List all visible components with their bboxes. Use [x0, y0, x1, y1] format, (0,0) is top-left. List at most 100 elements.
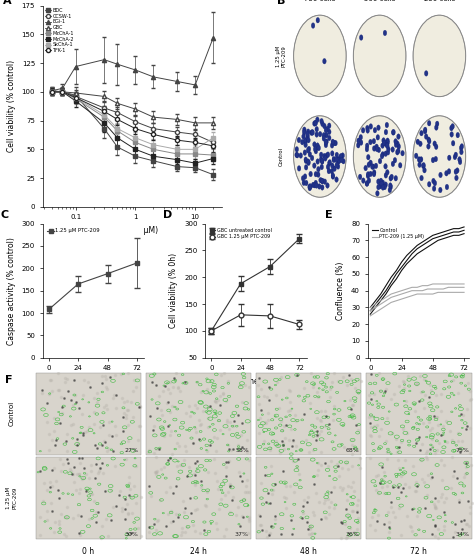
Ellipse shape [381, 143, 384, 148]
Ellipse shape [331, 174, 335, 179]
Ellipse shape [372, 164, 375, 169]
Ellipse shape [335, 152, 338, 158]
Ellipse shape [381, 180, 384, 186]
Ellipse shape [320, 159, 324, 164]
Y-axis label: Cell viability (% 0h): Cell viability (% 0h) [170, 253, 179, 328]
Ellipse shape [328, 160, 331, 166]
Ellipse shape [306, 148, 310, 153]
Ellipse shape [414, 153, 418, 159]
Ellipse shape [456, 132, 459, 138]
Ellipse shape [450, 125, 453, 131]
Ellipse shape [423, 168, 426, 173]
Ellipse shape [397, 144, 401, 149]
Ellipse shape [365, 181, 369, 186]
Ellipse shape [330, 168, 334, 174]
Legend: GBC untreated control, GBC 1.25 μM PTC-209: GBC untreated control, GBC 1.25 μM PTC-2… [208, 226, 273, 241]
Text: 34%: 34% [455, 532, 469, 537]
Text: 37%: 37% [235, 532, 249, 537]
Ellipse shape [377, 147, 381, 153]
Ellipse shape [372, 139, 376, 144]
Ellipse shape [378, 158, 382, 164]
Ellipse shape [394, 142, 398, 148]
Ellipse shape [424, 70, 428, 76]
Ellipse shape [310, 130, 314, 135]
Ellipse shape [306, 131, 309, 136]
Ellipse shape [392, 129, 395, 135]
Ellipse shape [445, 170, 448, 176]
Text: 750 cells: 750 cells [304, 0, 336, 2]
Text: B: B [277, 0, 286, 6]
Ellipse shape [326, 126, 329, 132]
Ellipse shape [324, 155, 327, 161]
Ellipse shape [424, 134, 428, 139]
Ellipse shape [386, 146, 390, 152]
Ellipse shape [304, 142, 307, 148]
Ellipse shape [322, 132, 326, 138]
Text: 58%: 58% [235, 448, 249, 453]
Ellipse shape [376, 135, 380, 140]
Ellipse shape [434, 144, 438, 150]
Ellipse shape [314, 148, 318, 154]
Ellipse shape [308, 151, 312, 157]
Text: 68%: 68% [345, 448, 359, 453]
Ellipse shape [453, 154, 456, 160]
Ellipse shape [316, 17, 319, 23]
Ellipse shape [333, 166, 337, 172]
Ellipse shape [301, 176, 305, 181]
Ellipse shape [353, 116, 406, 197]
Ellipse shape [369, 124, 373, 129]
Text: 500 cells: 500 cells [364, 0, 395, 2]
Ellipse shape [336, 164, 340, 169]
Ellipse shape [317, 167, 320, 172]
Ellipse shape [325, 132, 328, 138]
Ellipse shape [369, 160, 373, 165]
Ellipse shape [316, 144, 319, 150]
Ellipse shape [302, 180, 306, 186]
Ellipse shape [454, 169, 457, 174]
Ellipse shape [320, 164, 324, 170]
Ellipse shape [423, 129, 427, 134]
Y-axis label: Cell viability (% control): Cell viability (% control) [7, 60, 16, 152]
Ellipse shape [331, 139, 335, 145]
Text: F: F [5, 376, 12, 386]
Ellipse shape [320, 121, 324, 127]
Ellipse shape [365, 125, 369, 131]
Ellipse shape [302, 130, 306, 135]
Ellipse shape [319, 131, 322, 137]
Ellipse shape [365, 143, 369, 149]
Ellipse shape [299, 153, 302, 158]
Text: 48 h: 48 h [300, 547, 317, 556]
Ellipse shape [433, 181, 437, 186]
X-axis label: Time (h): Time (h) [240, 377, 272, 386]
Ellipse shape [314, 120, 318, 126]
Ellipse shape [304, 164, 308, 170]
Bar [146, 457, 251, 539]
Bar [256, 373, 361, 455]
Ellipse shape [385, 142, 389, 148]
Ellipse shape [308, 186, 311, 191]
Ellipse shape [366, 172, 370, 177]
Text: Control: Control [9, 401, 15, 427]
Ellipse shape [314, 180, 318, 186]
Ellipse shape [307, 138, 310, 143]
Ellipse shape [384, 151, 387, 157]
Ellipse shape [320, 178, 324, 183]
Bar [36, 457, 141, 539]
Ellipse shape [324, 127, 328, 133]
Ellipse shape [309, 184, 312, 190]
Ellipse shape [312, 163, 316, 168]
Ellipse shape [456, 168, 459, 173]
Ellipse shape [315, 126, 319, 132]
Ellipse shape [319, 152, 323, 158]
Ellipse shape [330, 163, 334, 168]
Ellipse shape [318, 184, 321, 189]
Ellipse shape [383, 140, 387, 146]
Ellipse shape [304, 157, 308, 163]
Ellipse shape [380, 181, 383, 187]
Ellipse shape [419, 130, 423, 136]
Ellipse shape [375, 144, 378, 150]
Ellipse shape [315, 132, 319, 138]
Ellipse shape [332, 157, 336, 163]
Ellipse shape [423, 127, 427, 132]
Ellipse shape [421, 163, 425, 169]
